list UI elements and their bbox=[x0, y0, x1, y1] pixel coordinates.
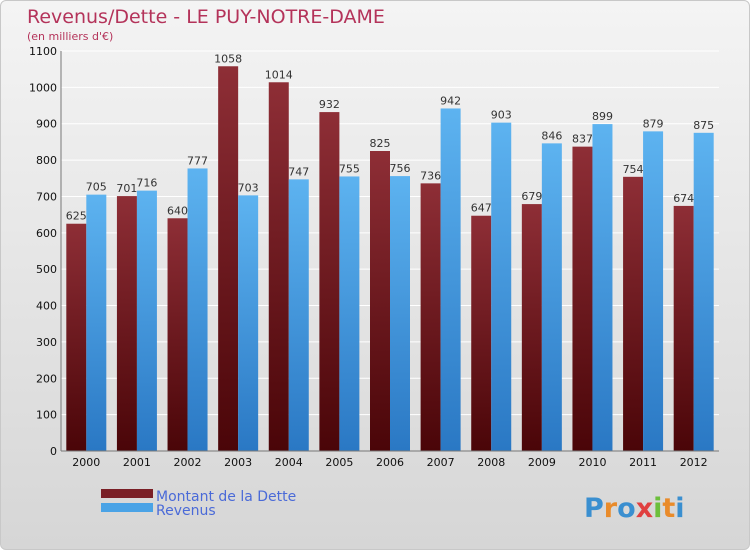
axes bbox=[60, 51, 719, 452]
data-label-debt: 1014 bbox=[265, 68, 293, 81]
bar-revenus bbox=[238, 195, 259, 451]
bar-debt bbox=[623, 176, 644, 451]
legend-swatch-debt bbox=[101, 489, 153, 498]
data-label-revenus: 903 bbox=[491, 109, 512, 122]
data-label-revenus: 705 bbox=[86, 181, 107, 194]
data-label-debt: 625 bbox=[66, 210, 87, 223]
bar-revenus bbox=[693, 132, 714, 451]
bar-debt bbox=[471, 215, 492, 451]
chart-subtitle: (en milliers d'€) bbox=[27, 30, 113, 43]
x-tick-label: 2004 bbox=[275, 456, 303, 469]
bar-debt bbox=[218, 66, 239, 451]
bar-debt bbox=[673, 205, 694, 451]
legend-swatch-revenus bbox=[101, 503, 153, 512]
y-tick-label: 500 bbox=[36, 263, 57, 276]
y-tick-label: 700 bbox=[36, 190, 57, 203]
bar-debt bbox=[66, 223, 87, 451]
bar-revenus bbox=[390, 176, 410, 451]
y-tick-label: 0 bbox=[50, 445, 57, 458]
bar-debt bbox=[521, 204, 542, 451]
data-label-debt: 736 bbox=[420, 169, 441, 182]
legend-label-debt: Montant de la Dette bbox=[156, 489, 296, 505]
x-tick-label: 2012 bbox=[680, 456, 708, 469]
data-label-revenus: 846 bbox=[541, 129, 562, 142]
bar-revenus bbox=[643, 131, 664, 451]
y-tick-label: 200 bbox=[36, 372, 57, 385]
bar-revenus bbox=[288, 179, 309, 451]
bar-revenus bbox=[339, 176, 360, 452]
bar-revenus bbox=[136, 190, 157, 452]
x-tick-label: 2011 bbox=[629, 456, 657, 469]
data-label-debt: 679 bbox=[521, 190, 542, 203]
data-label-revenus: 942 bbox=[440, 94, 461, 107]
bar-debt bbox=[420, 183, 441, 451]
bar-debt bbox=[572, 146, 593, 452]
bar-revenus bbox=[187, 168, 208, 452]
bar-debt bbox=[370, 151, 390, 451]
legend-label-revenus: Revenus bbox=[156, 503, 216, 519]
x-tick-label: 2007 bbox=[427, 456, 455, 469]
bar-revenus bbox=[491, 122, 512, 452]
y-tick-label: 400 bbox=[36, 300, 57, 313]
data-label-debt: 837 bbox=[572, 133, 593, 146]
x-tick-label: 2008 bbox=[477, 456, 505, 469]
x-tick-label: 2001 bbox=[123, 456, 151, 469]
x-tick-label: 2003 bbox=[224, 456, 252, 469]
bar-revenus bbox=[592, 124, 613, 451]
data-label-revenus: 879 bbox=[643, 117, 664, 130]
y-tick-label: 1000 bbox=[29, 81, 57, 94]
bar-revenus bbox=[440, 108, 461, 452]
proxiti-logo: Proxiti bbox=[584, 493, 685, 524]
data-label-debt: 674 bbox=[673, 192, 694, 205]
data-label-debt: 647 bbox=[471, 202, 492, 215]
bar-revenus bbox=[86, 194, 107, 452]
x-tick-label: 2002 bbox=[174, 456, 202, 469]
data-label-revenus: 755 bbox=[339, 162, 360, 175]
data-label-revenus: 756 bbox=[390, 162, 411, 175]
legend: Montant de la Dette Revenus bbox=[101, 489, 296, 519]
x-axis-ticks: 2000 2001 2002 2003 2004 2005 2006 2007 2008 2009… bbox=[72, 456, 707, 469]
x-tick-label: 2009 bbox=[528, 456, 556, 469]
y-tick-label: 600 bbox=[36, 227, 57, 240]
chart-title: Revenus/Dette - LE PUY-NOTRE-DAME bbox=[27, 6, 385, 28]
data-label-debt: 825 bbox=[370, 137, 391, 150]
x-tick-label: 2010 bbox=[578, 456, 606, 469]
data-label-debt: 701 bbox=[116, 182, 137, 195]
y-axis-ticks: 0 100 200 300 400 500 600 700 800 900 1000 1100 bbox=[29, 45, 57, 458]
data-label-debt: 1058 bbox=[214, 52, 242, 65]
x-tick-label: 2006 bbox=[376, 456, 404, 469]
bar-revenus bbox=[541, 143, 562, 451]
data-label-debt: 932 bbox=[319, 98, 340, 111]
data-label-revenus: 875 bbox=[693, 119, 714, 132]
data-label-revenus: 747 bbox=[288, 165, 309, 178]
bars: 625 705 701 716 640 777 1058 703 1014 747 932 755 82… bbox=[66, 52, 714, 452]
data-label-debt: 754 bbox=[623, 163, 644, 176]
data-label-revenus: 777 bbox=[187, 154, 208, 167]
y-tick-label: 100 bbox=[36, 409, 57, 422]
data-label-debt: 640 bbox=[167, 204, 188, 217]
y-tick-label: 300 bbox=[36, 336, 57, 349]
bar-debt bbox=[116, 196, 137, 451]
bar-debt bbox=[319, 112, 340, 451]
bar-debt bbox=[167, 218, 188, 451]
data-label-revenus: 703 bbox=[238, 181, 259, 194]
y-tick-label: 900 bbox=[36, 118, 57, 131]
x-tick-label: 2000 bbox=[72, 456, 100, 469]
bar-debt bbox=[268, 82, 289, 451]
data-label-revenus: 716 bbox=[136, 177, 157, 190]
y-tick-label: 1100 bbox=[29, 45, 57, 58]
data-label-revenus: 899 bbox=[592, 110, 613, 123]
y-tick-label: 800 bbox=[36, 154, 57, 167]
x-tick-label: 2005 bbox=[325, 456, 353, 469]
